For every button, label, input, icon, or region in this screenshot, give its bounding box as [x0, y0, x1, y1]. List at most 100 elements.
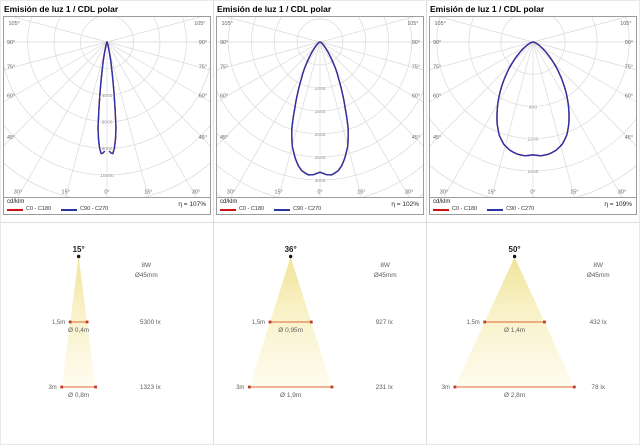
- measure-dot-icon: [453, 385, 457, 389]
- spot-diameter-label: Ø 1,9m: [280, 392, 301, 399]
- polar-grid: 105° 90° 75° 60° 45° 30° 15° 0° 15° 30° 45° 60° 75° 9…: [217, 17, 423, 197]
- c90-c270-label: C90 - C270: [506, 206, 535, 212]
- angle-tick-label: 90°: [220, 40, 228, 46]
- illuminance-value: 5300 lx: [140, 319, 162, 326]
- ring-value-label: 2000: [314, 132, 325, 138]
- angle-tick-label: 60°: [625, 94, 633, 100]
- angle-tick-label: 105°: [9, 21, 20, 27]
- angle-tick-label: 105°: [194, 21, 205, 27]
- polar-diagram: 105° 90° 75° 60° 45° 30° 15° 0° 15° 30° 45° 60° 75° 9…: [4, 17, 210, 197]
- efficiency-value: η = 109%: [604, 201, 632, 208]
- legend-item-c90: C90 - C270: [274, 206, 321, 213]
- spot-diameter-label: Ø 1,4m: [504, 327, 525, 334]
- c90-c270-swatch-icon: [274, 208, 291, 211]
- angle-tick-label: 45°: [220, 135, 228, 141]
- legend-item-c0: C0 - C180: [433, 206, 477, 213]
- angle-tick-label: 75°: [625, 65, 633, 71]
- legend-items: C0 - C180 C90 - C270: [220, 206, 420, 213]
- luminaire-dot-icon: [512, 254, 517, 259]
- angle-tick-label: 60°: [220, 94, 228, 100]
- luminaire-dot-icon: [288, 254, 293, 259]
- ring-value-label: 6000: [101, 120, 112, 126]
- angle-tick-label: 30°: [14, 189, 22, 195]
- ring-value-label: 1000: [314, 86, 325, 92]
- angle-tick-label: 45°: [7, 135, 15, 141]
- chart-legend: cd/klm C0 - C180 C90 - C270 η = 107%: [4, 197, 210, 214]
- panel-title: Emisión de luz 1 / CDL polar: [217, 4, 332, 14]
- angle-tick-label: 90°: [625, 40, 633, 46]
- beam-angle-label: 36°: [285, 245, 297, 254]
- angle-tick-label: 15°: [570, 189, 578, 195]
- distance-label: 1,5m: [467, 320, 480, 326]
- legend-unit-label: cd/klm: [433, 199, 451, 205]
- illuminance-value: 432 lx: [590, 319, 608, 326]
- beam-panel-2: 36° 8W Ø45mm 1,5m Ø 0,95m 927 lx 3m Ø 1,9m 231 l…: [214, 223, 427, 444]
- angle-tick-label: 0°: [530, 189, 535, 195]
- angle-tick-label: 90°: [412, 40, 420, 46]
- distance-label: 3m: [442, 385, 450, 391]
- spot-diameter-label: Ø 2,8m: [504, 392, 525, 399]
- panel-title: Emisión de luz 1 / CDL polar: [4, 4, 119, 14]
- c90-c270-label: C90 - C270: [293, 206, 322, 212]
- polar-panel-1: Emisión de luz 1 / CDL polar 105° 90° 75° 6…: [1, 1, 214, 223]
- legend-item-c90: C90 - C270: [61, 206, 108, 213]
- angle-tick-label: 90°: [7, 40, 15, 46]
- angle-tick-label: 15°: [62, 189, 70, 195]
- polar-charts-row: Emisión de luz 1 / CDL polar 105° 90° 75° 6…: [1, 1, 639, 223]
- beam-angle-label: 15°: [73, 245, 85, 254]
- ring-value-label: 3000: [314, 178, 325, 184]
- c90-c270-swatch-icon: [61, 208, 78, 211]
- ring-value-label: 1200: [527, 137, 538, 143]
- c0-c180-label: C0 - C180: [239, 206, 265, 212]
- spot-diameter-label: Ø 0,4m: [68, 327, 89, 334]
- polar-diagram: 105° 90° 75° 60° 45° 30° 15° 0° 15° 30° 45° 60° 75° 9…: [217, 17, 423, 197]
- measure-dot-icon: [68, 320, 72, 324]
- measure-dot-icon: [483, 320, 487, 324]
- beam-cone-diagram: 15° 8W Ø45mm 1,5mØ 0,4m 5300 lx 3m Ø 0,8m 1323 …: [48, 245, 162, 399]
- c90-c270-swatch-icon: [487, 208, 504, 211]
- legend-unit-label: cd/klm: [220, 199, 238, 205]
- distance-label: 3m: [48, 385, 56, 391]
- fixture-diameter-label: Ø45mm: [374, 272, 397, 279]
- angle-tick-label: 75°: [433, 65, 441, 71]
- angle-tick-label: 60°: [412, 94, 420, 100]
- efficiency-value: η = 102%: [391, 201, 419, 208]
- angle-tick-label: 45°: [199, 135, 207, 141]
- polar-plot-box: 105° 90° 75° 60° 45° 30° 15° 0° 15° 30° 45° 60° 75° 9…: [429, 16, 637, 215]
- fixture-diameter-label: Ø45mm: [587, 272, 610, 279]
- angle-tick-label: 15°: [357, 189, 365, 195]
- beam-angle-label: 50°: [509, 245, 521, 254]
- ring-value-label: 1600: [527, 169, 538, 175]
- angle-tick-label: 60°: [7, 94, 15, 100]
- distance-label: 1,5m: [252, 320, 265, 326]
- beam-cone-diagram: 36° 8W Ø45mm 1,5m Ø 0,95m 927 lx 3m Ø 1,9m 231 l…: [236, 245, 397, 399]
- ring-value-label: 800: [529, 104, 538, 110]
- curve-c90-c270: [291, 41, 349, 176]
- power-label: 8W: [141, 262, 152, 269]
- spot-diameter-label: Ø 0,95m: [278, 327, 303, 334]
- angle-tick-label: 75°: [199, 65, 207, 71]
- polar-grid: 105° 90° 75° 60° 45° 30° 15° 0° 15° 30° 45° 60° 75° 9…: [430, 17, 636, 197]
- legend-item-c90: C90 - C270: [487, 206, 534, 213]
- illuminance-value: 78 lx: [591, 384, 605, 391]
- chart-legend: cd/klm C0 - C180 C90 - C270 η = 109%: [430, 197, 636, 214]
- measure-dot-icon: [330, 385, 334, 389]
- angle-tick-label: 45°: [412, 135, 420, 141]
- c0-c180-label: C0 - C180: [452, 206, 478, 212]
- efficiency-value: η = 107%: [178, 201, 206, 208]
- c0-c180-label: C0 - C180: [26, 206, 52, 212]
- measure-dot-icon: [60, 385, 64, 389]
- ring-value-label: 2500: [314, 155, 325, 161]
- angle-tick-label: 0°: [104, 189, 109, 195]
- measure-dot-icon: [309, 320, 313, 324]
- beam-panel-3: 50° 8W Ø45mm 1,5m Ø 1,4m 432 lx 3m Ø 2,8m 78 lx: [427, 223, 639, 444]
- ring-value-label: 1500: [314, 109, 325, 115]
- angle-tick-label: 105°: [222, 21, 233, 27]
- beam-panel-1: 15° 8W Ø45mm 1,5m Ø 0,4m 5300 lx 3m Ø 0,8m 1323 …: [1, 223, 214, 444]
- ring-value-label: 4000: [101, 93, 112, 99]
- distance-label: 1,5m: [52, 320, 65, 326]
- polar-grid: 105° 90° 75° 60° 45° 30° 15° 0° 15° 30° 45° 60° 75° 9…: [4, 17, 210, 197]
- ring-value-label: 10000: [100, 173, 114, 179]
- measure-dot-icon: [268, 320, 272, 324]
